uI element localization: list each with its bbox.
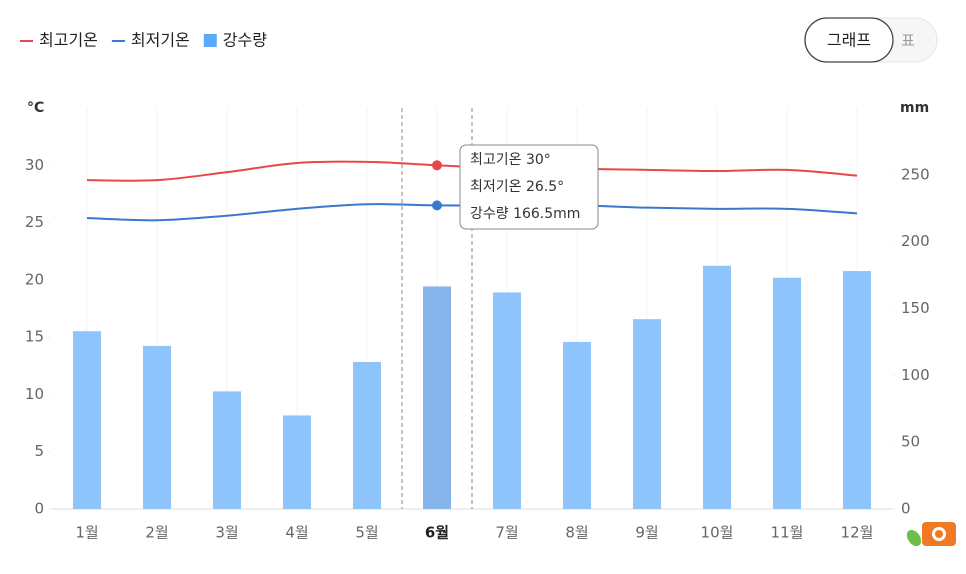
tooltip-line: 강수량 166.5mm — [470, 206, 580, 222]
bar — [283, 415, 311, 509]
y-tick-label: 30 — [25, 156, 44, 174]
legend-label: 최저기온 — [131, 31, 190, 50]
y-tick-label: 5 — [34, 442, 44, 460]
x-tick-label: 5월 — [355, 524, 378, 542]
camera-icon[interactable] — [904, 522, 956, 549]
y2-tick-label: 250 — [901, 165, 930, 183]
x-tick-label: 8월 — [565, 524, 588, 542]
bar — [73, 331, 101, 509]
y2-tick-label: 200 — [901, 232, 930, 250]
bar — [773, 277, 801, 509]
x-tick-label: 7월 — [495, 524, 518, 542]
x-tick-label: 2월 — [145, 524, 168, 542]
x-tick-label: 3월 — [215, 524, 238, 542]
bar — [423, 286, 451, 509]
x-tick-label: 4월 — [285, 524, 308, 542]
x-tick-label: 1월 — [75, 524, 98, 542]
y-tick-label: 25 — [25, 213, 44, 231]
bar — [143, 345, 171, 509]
x-tick-label: 12월 — [841, 524, 874, 542]
x-tick-label: 11월 — [771, 524, 804, 542]
tooltip-box — [459, 144, 599, 230]
y2-tick-label: 50 — [901, 433, 920, 451]
toggle-table[interactable]: 표 — [901, 32, 915, 50]
y-tick-label: 20 — [25, 270, 44, 288]
y2-tick-label: 150 — [901, 299, 930, 317]
toggle-button[interactable] — [804, 17, 894, 63]
y2-axis-label: mm — [900, 100, 929, 116]
legend-label: 강수량 — [223, 31, 267, 50]
tooltip-line: 최고기온 30° — [470, 152, 551, 168]
x-tick-label: 10월 — [701, 524, 734, 542]
y-tick-label: 15 — [25, 328, 44, 346]
legend-swatch — [203, 34, 217, 47]
x-tick-label: 9월 — [635, 524, 658, 542]
x-tick-label: 6월 — [425, 524, 449, 542]
bar — [633, 319, 661, 509]
tooltip-line: 최저기온 26.5° — [470, 179, 564, 195]
toggle-graph[interactable]: 그래프 — [827, 31, 871, 50]
bar — [843, 271, 871, 509]
y-axis-label: °C — [27, 100, 44, 116]
y2-tick-label: 0 — [901, 500, 911, 518]
bar — [703, 265, 731, 509]
y-tick-label: 0 — [34, 500, 44, 518]
bar — [213, 391, 241, 509]
active-point — [432, 200, 442, 211]
bar — [353, 361, 381, 509]
y-tick-label: 10 — [25, 385, 44, 403]
bar — [563, 341, 591, 509]
bar — [493, 292, 521, 509]
legend-label: 최고기온 — [39, 31, 98, 50]
active-point — [432, 160, 442, 171]
y2-tick-label: 100 — [901, 366, 930, 384]
